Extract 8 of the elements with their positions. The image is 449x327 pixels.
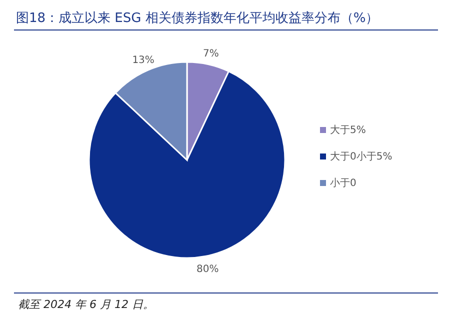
legend-label: 小于0 bbox=[330, 177, 356, 189]
legend-label: 大于0小于5% bbox=[330, 150, 392, 162]
legend-label: 大于5% bbox=[330, 124, 366, 136]
data-label: 13% bbox=[132, 55, 154, 66]
data-label: 7% bbox=[203, 48, 219, 60]
data-label: 80% bbox=[196, 264, 219, 276]
text: 截至 2024 年 6 月 12 日。 bbox=[18, 298, 154, 311]
chart-title: 图18：成立以来 ESG 相关债券指数年化平均收益率分布（%） bbox=[16, 10, 379, 26]
